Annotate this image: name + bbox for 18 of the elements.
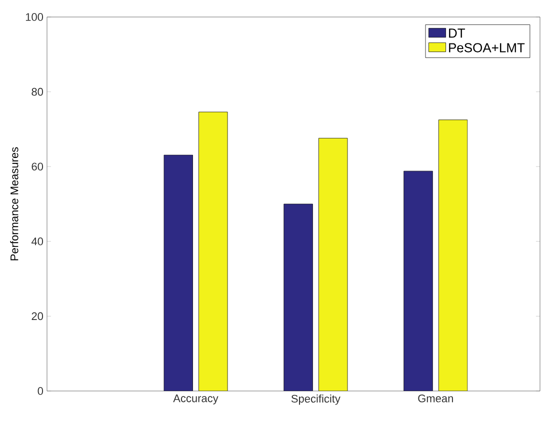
bar bbox=[284, 204, 313, 391]
x-tick-label: Specificity bbox=[291, 394, 340, 405]
x-tick-label: Accuracy bbox=[173, 394, 218, 404]
bar bbox=[164, 154, 193, 391]
legend-label: PeSOA+LMT bbox=[449, 43, 525, 52]
y-tick-label: 100 bbox=[26, 13, 44, 21]
x-tick-label: Gmean bbox=[418, 394, 453, 402]
y-tick-label: 0 bbox=[38, 387, 44, 395]
legend-label: DT bbox=[449, 28, 466, 38]
y-axis-title: Performance Measures bbox=[10, 147, 18, 260]
bar bbox=[438, 120, 468, 391]
bar bbox=[318, 138, 348, 391]
y-tick-label: 60 bbox=[32, 162, 44, 170]
bar bbox=[198, 112, 228, 391]
y-tick-label: 80 bbox=[32, 88, 44, 96]
y-tick-label: 20 bbox=[32, 312, 44, 320]
y-tick-label: 40 bbox=[31, 238, 44, 246]
bar bbox=[404, 170, 433, 391]
